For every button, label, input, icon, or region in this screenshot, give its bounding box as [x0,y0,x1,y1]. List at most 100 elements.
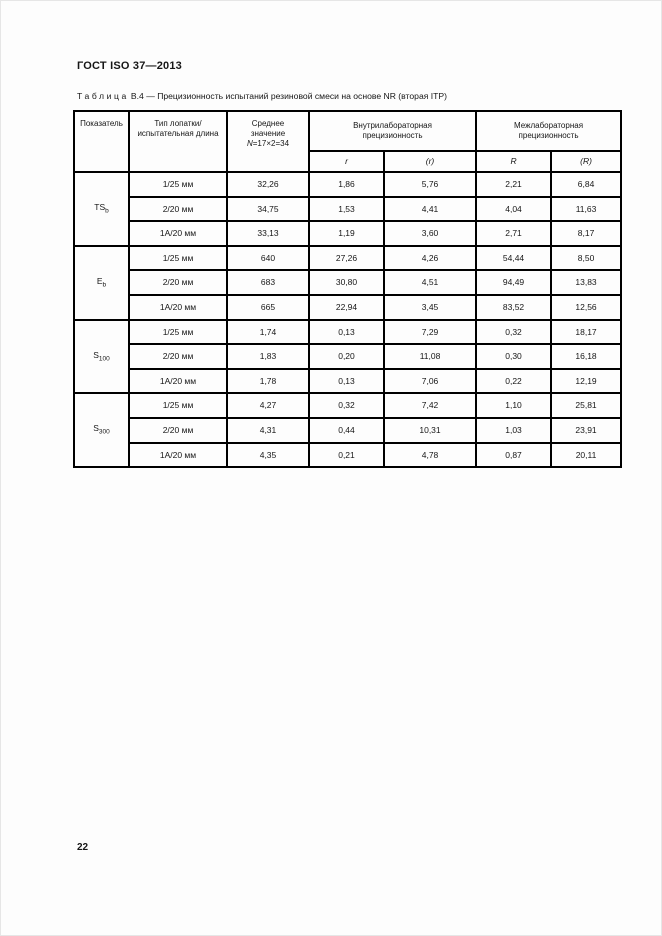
cell-r-paren: 5,76 [382,171,478,198]
cell-r: 27,26 [308,244,385,272]
cell-r: 1,19 [308,220,385,247]
cell-type: 1А/20 мм [128,441,228,469]
indicator-subscript: 100 [98,355,110,363]
cell-R-paren: 8,17 [550,220,623,247]
table-row: 1А/20 мм 33,13 1,19 3,60 2,71 8,17 [74,220,623,247]
col-header-interlab-line1: Межлабораторная [514,121,584,130]
cell-r-paren: 7,06 [382,367,478,395]
cell-r-paren: 4,78 [382,441,478,469]
cell-R: 94,49 [475,269,553,296]
col-header-interlab: Межлабораторная прецизионность [475,110,623,152]
cell-R-paren: 13,83 [550,269,623,296]
indicator-base: S [93,423,99,434]
col-header-mean-formula: N=17×2=34 [230,139,306,149]
cell-r: 0,44 [308,416,385,444]
cell-r-paren: 10,31 [382,416,478,444]
table-row: Eb 1/25 мм 640 27,26 4,26 54,44 8,50 [73,244,623,321]
cell-R-paren: 8,50 [550,244,623,272]
cell-r-paren: 11,08 [382,343,478,370]
cell-R-paren: 20,11 [550,441,623,469]
cell-R: 0,30 [475,343,553,370]
cell-mean: 683 [226,269,310,296]
table-caption-dash: — [146,91,155,101]
cell-type: 2/20 мм [128,343,228,370]
cell-r: 30,80 [308,269,385,296]
cell-type: 1А/20 мм [128,293,228,321]
cell-R: 2,21 [475,171,553,198]
cell-r-paren: 3,45 [382,293,478,321]
cell-R: 54,44 [475,244,553,272]
cell-R-paren: 12,56 [550,293,623,321]
cell-R: 1,10 [475,392,553,419]
cell-r-paren: 4,51 [382,269,478,296]
col-header-intralab-line2: прецизионность [362,131,423,140]
cell-r: 0,20 [308,343,385,370]
cell-R: 2,71 [475,220,553,247]
cell-type: 2/20 мм [128,269,228,296]
cell-mean: 33,13 [226,220,310,247]
indicator-base: E [96,275,103,286]
table-row: 2/20 мм 34,75 1,53 4,41 4,04 11,63 [74,195,623,223]
cell-R: 4,04 [475,195,553,223]
cell-R: 1,03 [475,416,553,444]
cell-r: 0,13 [308,367,385,395]
col-header-interlab-line2: прецизионность [518,131,579,140]
col-header-R-paren: (R) [550,150,623,173]
col-header-r: r [308,150,385,173]
cell-type: 2/20 мм [128,416,228,444]
indicator-cell: Eb [73,244,130,321]
cell-mean: 4,27 [226,392,310,419]
table-row: 2/20 мм 1,83 0,20 11,08 0,30 16,18 [74,343,623,370]
cell-mean: 1,78 [226,367,310,395]
cell-r: 0,21 [308,441,385,469]
table-caption: Таблица В.4 — Прецизионность испытаний ре… [77,91,447,101]
indicator-cell: S100 [73,318,130,395]
col-header-indicator: Показатель [73,110,130,173]
cell-R-paren: 23,91 [550,416,623,444]
indicator-subscript: b [102,281,107,289]
cell-mean: 640 [226,244,310,272]
table-row: 1А/20 мм 1,78 0,13 7,06 0,22 12,19 [74,367,623,395]
cell-R: 0,22 [475,367,553,395]
cell-r: 22,94 [308,293,385,321]
col-header-blade-type: Тип лопатки/ испытательная длина [128,110,228,173]
table-row: TSb 1/25 мм 32,26 1,86 5,76 2,21 6,84 [73,171,623,247]
indicator-subscript: b [105,207,109,215]
cell-mean: 4,35 [226,441,310,469]
cell-r: 0,32 [308,392,385,419]
cell-r: 1,86 [308,171,385,198]
cell-mean: 1,74 [226,318,310,346]
indicator-cell: TSb [73,171,130,247]
table-caption-label: Таблица [77,91,129,101]
col-header-mean-line2: значение [250,129,286,138]
cell-R-paren: 6,84 [550,171,623,198]
page-title: ГОСТ ISO 37—2013 [77,60,183,72]
indicator-base: TS [94,201,106,212]
table-header-row-sub: r (r) R (R) [74,150,623,173]
cell-type: 2/20 мм [128,195,228,223]
cell-type: 1А/20 мм [128,220,228,247]
table-caption-text: Прецизионность испытаний резиновой смеси… [157,91,447,101]
cell-type: 1/25 мм [128,392,228,419]
cell-R-paren: 11,63 [550,195,623,223]
col-header-R: R [475,150,553,173]
table-row: 2/20 мм 683 30,80 4,51 94,49 13,83 [74,269,623,296]
cell-r: 0,13 [308,318,385,346]
table-header-row-main: Показатель Тип лопатки/ испытательная дл… [73,110,623,173]
cell-mean: 4,31 [226,416,310,444]
mean-formula-rest: =17×2=34 [252,139,290,148]
cell-mean: 34,75 [226,195,310,223]
table-row: 2/20 мм 4,31 0,44 10,31 1,03 23,91 [74,416,623,444]
cell-R-paren: 25,81 [550,392,623,419]
cell-r: 1,53 [308,195,385,223]
page-number: 22 [77,842,89,853]
cell-r-paren: 4,41 [382,195,478,223]
col-header-mean-line1: Среднее [251,119,285,128]
cell-mean: 1,83 [226,343,310,370]
col-header-blade-line1: Тип лопатки/ [154,119,202,128]
table-row: 1А/20 мм 665 22,94 3,45 83,52 12,56 [74,293,623,321]
table-row: S100 1/25 мм 1,74 0,13 7,29 0,32 18,17 [73,318,623,395]
precision-table: Показатель Тип лопатки/ испытательная дл… [73,110,623,469]
col-header-mean: Среднее значение N=17×2=34 [226,110,310,173]
